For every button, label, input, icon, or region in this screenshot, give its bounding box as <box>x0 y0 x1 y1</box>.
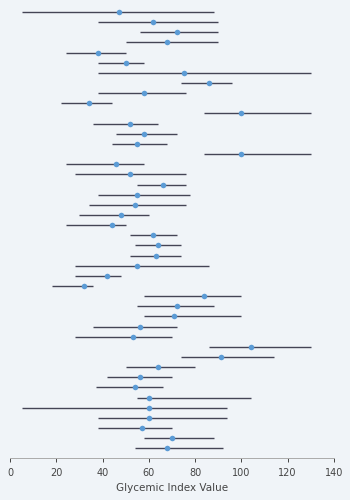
X-axis label: Glycemic Index Value: Glycemic Index Value <box>116 483 228 493</box>
